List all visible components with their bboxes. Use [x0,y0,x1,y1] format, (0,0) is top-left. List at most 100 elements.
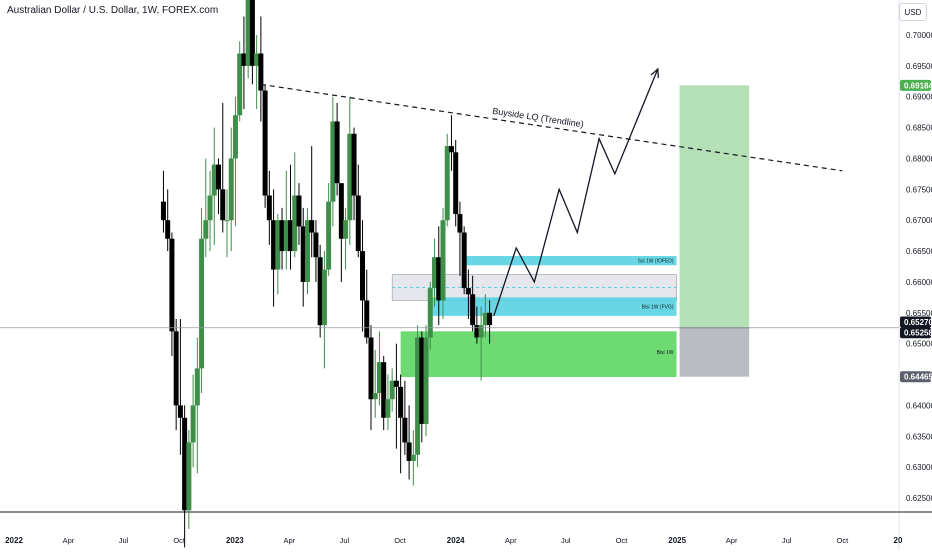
candle-body [237,53,243,116]
projection-path [493,68,659,317]
candle-body [440,220,446,301]
candle-body [249,0,255,66]
candle-body [474,325,480,338]
candle-body [448,146,454,153]
candle-body [482,312,488,326]
candle-body [288,220,294,252]
x-tick-label: Oct [394,536,407,545]
candle-body [343,220,349,239]
x-tick-label: Jul [561,536,571,545]
candle-body [232,115,238,159]
x-tick-label: Jul [782,536,792,545]
candle-body [389,380,395,400]
candle-body [275,220,281,270]
zone-label-ssl-fvg: Ssl 1W (IOFED) [638,259,674,265]
price-tags-layer: 0.69184 0.65270 0.65258 0.64465 [900,79,932,383]
x-tick-label: Oct [616,536,629,545]
candle-body [254,53,260,66]
candle-body [216,164,222,190]
candle-body [381,362,387,418]
price-tag-text: 0.69184 [904,81,932,90]
candle-body [160,201,166,221]
candle-body [245,0,251,66]
candle-body [283,220,289,252]
candle-body [347,133,353,221]
candle-body [186,442,192,511]
candle-body [228,158,234,221]
projection-arrowhead [650,67,659,78]
candle-body [444,146,450,221]
price-tag [900,371,931,383]
x-tick-label: Apr [63,536,75,545]
x-tick-label: 2024 [447,536,465,545]
candle-body [177,405,183,418]
candle-body [190,405,196,443]
candle-body [321,269,327,326]
candle-body [338,183,344,239]
x-tick-label: 2025 [668,536,686,545]
candle-body [406,442,412,461]
candle-body [173,331,179,406]
candle-body [360,251,366,301]
x-tick-label: 2022 [5,536,23,545]
candle-body [393,380,399,387]
candle-body [436,257,442,301]
candle-body [419,337,425,424]
x-tick-label: Jul [119,536,129,545]
candle-body [207,195,213,221]
candle-body [385,399,391,418]
candle-body [199,238,205,369]
candle-body [317,257,323,326]
candle-body [313,232,319,258]
candle-body [279,220,285,252]
candle-body [461,232,467,289]
candle-body [364,300,370,338]
candle-body [262,90,268,196]
x-tick-label: Apr [283,536,295,545]
candle-body [470,294,476,326]
chart-title: Australian Dollar / U.S. Dollar, 1W, FOR… [5,4,221,17]
candle-body [487,312,493,326]
candle-body [211,164,217,196]
candle-body [296,195,302,227]
price-tag-text: 0.65258 [904,329,932,338]
candle-body [427,288,433,338]
candle-body [402,417,408,443]
position-stop-zone [679,327,750,377]
candle-body [304,220,310,282]
candle-body [478,325,484,338]
candle-body [398,386,404,418]
price-tag [900,327,931,339]
x-axis: 2022 Apr Jul Oct 2023 Apr Jul Oct 2024 Apr Jul Oct 2… [5,536,903,545]
x-tick-label: Apr [505,536,517,545]
y-tick-label: 0.62500 [906,494,932,503]
position-layer [679,85,750,377]
price-tag-text: 0.65270 [904,318,932,327]
candle-body [453,152,459,215]
position-target-zone [679,85,750,328]
candle-body [169,238,175,332]
candle-body [220,189,226,221]
x-tick-label: Jul [340,536,350,545]
currency-button[interactable]: USD [899,3,927,21]
candles-layer [160,0,493,548]
candle-body [351,133,357,196]
zone-ssl-fvg [464,256,677,266]
x-tick-label: Apr [726,536,738,545]
candle-body [355,195,361,252]
candle-body [410,454,416,461]
candle-body [330,121,336,202]
